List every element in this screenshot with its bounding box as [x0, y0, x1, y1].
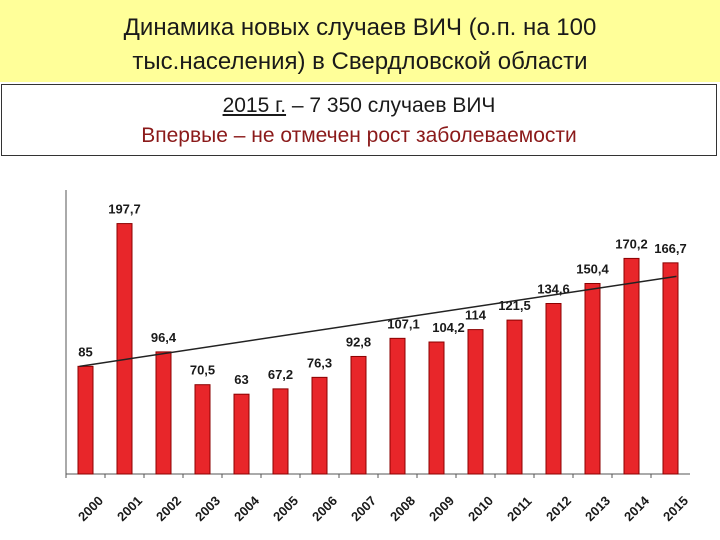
info-note: Впервые – не отмечен рост заболеваемости: [141, 124, 577, 147]
bar-2004: [233, 393, 250, 475]
bar-2015: [662, 262, 679, 475]
bar-2014: [623, 257, 640, 475]
trend-line: [79, 275, 677, 368]
data-label-2009: 104,2: [432, 320, 465, 335]
x-tick-label-2015: 2015: [660, 493, 691, 524]
data-label-2008: 107,1: [387, 316, 420, 331]
x-tick-label-2012: 2012: [543, 493, 574, 524]
title-band: Динамика новых случаев ВИЧ (о.п. на 100 …: [0, 0, 720, 82]
data-label-2012: 134,6: [537, 282, 570, 297]
data-label-2014: 170,2: [615, 236, 648, 251]
info-cases: – 7 350 случаев ВИЧ: [286, 94, 496, 117]
x-tick-label-2009: 2009: [426, 493, 457, 524]
data-label-2003: 70,5: [190, 363, 215, 378]
x-tick-label-2008: 2008: [387, 493, 418, 524]
x-tick-label-2000: 2000: [75, 493, 106, 524]
data-label-2015: 166,7: [654, 241, 687, 256]
bar-2007: [350, 355, 367, 475]
x-tick-label-2014: 2014: [621, 493, 653, 525]
data-label-2000: 85: [78, 344, 92, 359]
bar-2006: [311, 376, 328, 475]
bar-2008: [389, 337, 406, 475]
bar-2002: [155, 351, 172, 475]
data-label-2006: 76,3: [307, 355, 332, 370]
bar-2005: [272, 388, 289, 475]
data-label-2010: 114: [465, 308, 487, 323]
data-label-2004: 63: [234, 372, 248, 387]
data-label-2002: 96,4: [151, 330, 177, 345]
x-tick-label-2010: 2010: [465, 493, 496, 524]
bar-2001: [116, 223, 133, 475]
x-tick-label-2013: 2013: [582, 493, 613, 524]
x-tick-label-2001: 2001: [114, 493, 145, 524]
x-tick-label-2011: 2011: [504, 494, 535, 525]
bar-2010: [467, 329, 484, 475]
info-line-cases: 2015 г. – 7 350 случаев ВИЧ: [2, 93, 716, 119]
x-tick-label-2007: 2007: [348, 493, 379, 524]
data-label-2001: 197,7: [108, 202, 141, 217]
data-label-2013: 150,4: [576, 261, 609, 276]
data-label-2007: 92,8: [346, 334, 371, 349]
info-box: 2015 г. – 7 350 случаев ВИЧ Впервые – не…: [1, 84, 717, 156]
bar-2013: [584, 282, 601, 475]
title-line-2: тыс.населения) в Свердловской области: [132, 48, 588, 75]
title-line-1: Динамика новых случаев ВИЧ (о.п. на 100: [123, 14, 597, 41]
x-tick-label-2003: 2003: [192, 493, 223, 524]
data-label-2005: 67,2: [268, 367, 293, 382]
x-tick-label-2005: 2005: [270, 493, 301, 524]
bar-2011: [506, 319, 523, 475]
bar-2003: [194, 384, 211, 475]
bar-2009: [428, 341, 445, 475]
bar-2000: [77, 365, 94, 475]
x-tick-label-2006: 2006: [309, 493, 340, 524]
bar-2012: [545, 303, 562, 475]
x-tick-label-2002: 2002: [153, 493, 184, 524]
info-year: 2015 г.: [222, 94, 287, 117]
x-tick-label-2004: 2004: [231, 493, 263, 525]
